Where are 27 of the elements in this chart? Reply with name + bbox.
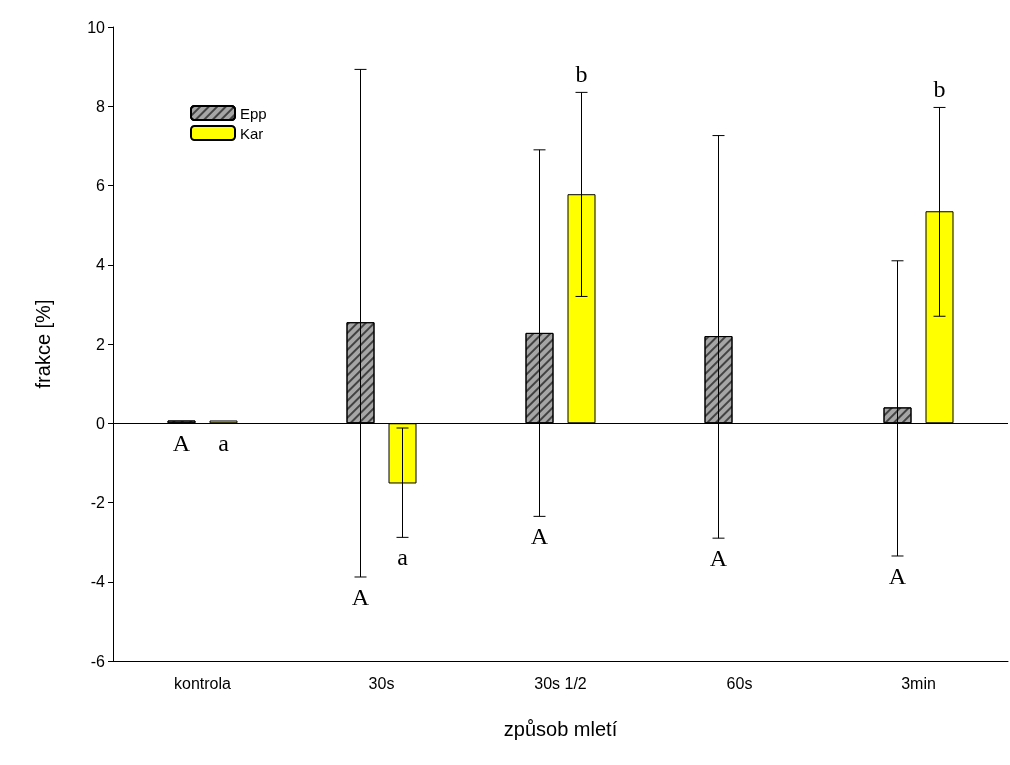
y-tick-label: 10: [87, 18, 106, 36]
annotation: A: [888, 562, 907, 589]
annotation: A: [709, 545, 728, 572]
y-axis-title: frakce [%]: [32, 299, 54, 389]
annotation: A: [172, 430, 191, 457]
legend-label: Epp: [240, 104, 267, 122]
y-tick-label: -2: [90, 494, 106, 511]
x-tick-label: 30s 1/2: [534, 674, 587, 692]
y-tick-label: 0: [96, 414, 106, 432]
y-tick-label: 6: [96, 177, 106, 194]
legend-label: Kar: [240, 124, 264, 142]
y-tick-label: -4: [90, 573, 106, 591]
annotation: b: [933, 76, 946, 103]
annotation: b: [575, 61, 588, 88]
y-tick-label: -6: [90, 652, 106, 670]
x-tick-label: kontrola: [174, 674, 232, 692]
annotation: A: [530, 523, 549, 550]
annotation: a: [218, 430, 230, 457]
y-tick-label: 4: [96, 256, 106, 274]
annotation: a: [397, 544, 409, 571]
y-tick-label: 8: [96, 97, 106, 115]
x-axis-title: způsob mletí: [503, 718, 618, 740]
y-tick-label: 2: [96, 335, 106, 353]
x-tick-label: 30s: [368, 674, 395, 692]
x-tick-label: 60s: [726, 674, 753, 692]
annotation: A: [351, 583, 370, 610]
x-tick-label: 3min: [901, 674, 936, 692]
